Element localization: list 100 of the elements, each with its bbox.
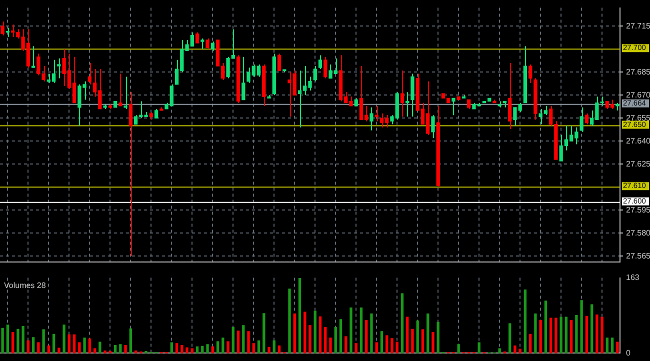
candlestick <box>580 106 584 132</box>
bar <box>247 331 250 354</box>
bar <box>350 308 352 354</box>
bar <box>216 341 220 354</box>
candlestick <box>324 56 328 79</box>
bar <box>72 334 76 354</box>
bar <box>590 304 594 354</box>
bar <box>314 310 316 354</box>
bar <box>354 343 358 354</box>
bar <box>421 329 424 354</box>
bar <box>400 293 404 354</box>
y-tick-label: 27.580 <box>626 228 650 238</box>
bar <box>606 338 609 354</box>
bar <box>37 342 40 354</box>
bar <box>426 314 430 354</box>
bar <box>186 347 188 354</box>
bar <box>600 316 604 354</box>
bar <box>288 288 291 354</box>
bar <box>396 342 398 354</box>
candlestick <box>57 58 61 79</box>
bar <box>211 346 214 354</box>
bar <box>201 346 204 354</box>
candlestick <box>200 38 204 50</box>
bar <box>610 338 614 354</box>
candlestick <box>154 108 158 119</box>
bar <box>78 342 81 354</box>
bar <box>47 345 50 354</box>
bar <box>222 338 224 354</box>
bar <box>375 342 378 354</box>
candlestick <box>210 41 214 52</box>
bar <box>370 314 373 354</box>
bar <box>390 338 394 354</box>
bar <box>498 348 501 354</box>
candlestick <box>242 56 246 100</box>
text: Volumes 28 <box>4 281 46 290</box>
bar <box>360 308 363 354</box>
candlestick <box>528 64 532 84</box>
candlestick <box>467 99 471 110</box>
bar <box>318 316 322 354</box>
bar <box>554 318 558 354</box>
bar <box>329 338 332 354</box>
bar <box>1 328 4 354</box>
bar <box>585 316 588 354</box>
candlestick <box>277 53 282 72</box>
bar <box>308 325 312 354</box>
bar <box>252 343 255 354</box>
bar <box>436 322 440 354</box>
bar <box>304 312 306 354</box>
bar <box>119 344 122 354</box>
bar <box>293 314 296 354</box>
bar <box>344 336 348 354</box>
bar <box>272 340 276 354</box>
bar <box>58 348 60 354</box>
bar <box>411 328 414 354</box>
bar <box>262 313 266 354</box>
bar <box>549 318 552 354</box>
bar <box>298 278 302 354</box>
bar <box>580 300 583 354</box>
bar <box>6 324 10 354</box>
bar <box>596 314 598 354</box>
bar <box>175 343 178 354</box>
bar <box>278 345 281 354</box>
bar <box>98 342 102 354</box>
y-tick-label: 27.655 <box>626 113 650 122</box>
bar <box>170 342 173 354</box>
bar <box>514 345 516 354</box>
bar <box>114 345 117 354</box>
bar <box>334 326 337 354</box>
y-tick-label: 27.625 <box>626 159 650 168</box>
bar <box>406 316 409 354</box>
bar <box>575 314 578 354</box>
candlestick <box>88 62 92 85</box>
bar <box>62 324 66 354</box>
y-tick-label: 27.640 <box>626 136 650 146</box>
bar <box>534 314 537 354</box>
candlestick <box>374 105 378 122</box>
bar <box>518 348 522 354</box>
bar <box>365 320 368 354</box>
candlestick <box>400 70 404 118</box>
bar <box>83 338 86 354</box>
y-tick-label: 163 <box>626 273 640 282</box>
bar <box>268 346 270 354</box>
bar <box>339 319 342 354</box>
y-tick-label: 27.595 <box>626 205 650 214</box>
bar <box>242 325 245 354</box>
bar <box>16 328 20 354</box>
y-tick-label: 0 <box>626 348 631 358</box>
candlestick <box>0 21 4 36</box>
bar <box>564 316 568 354</box>
bar <box>616 342 619 354</box>
candlestick <box>508 62 512 130</box>
bar <box>544 300 548 354</box>
bar <box>570 320 573 354</box>
bar <box>524 289 527 354</box>
candlestick <box>318 54 322 70</box>
candlestick <box>313 66 317 82</box>
bar <box>457 344 460 354</box>
bar <box>257 340 260 354</box>
bar <box>104 350 106 354</box>
bar <box>539 320 542 354</box>
